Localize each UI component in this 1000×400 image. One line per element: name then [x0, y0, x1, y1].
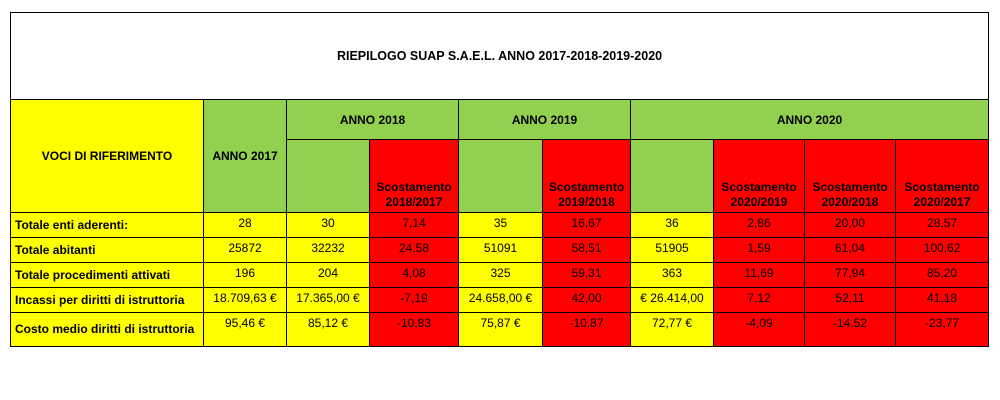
cell-scost-2020-2017: 28,57 [894, 212, 990, 238]
cell-scost-2020-2017: 85,20 [894, 262, 990, 288]
header-scostamento-2019-2018: Scostamento 2019/2018 [542, 139, 631, 213]
cell-2018: 204 [286, 262, 370, 288]
header-voci: VOCI DI RIFERIMENTO [10, 99, 204, 213]
cell-2017: 28 [203, 212, 287, 238]
cell-2018: 32232 [286, 237, 370, 263]
cell-scost-2020-2018: 77,94 [804, 262, 896, 288]
table-row: Incassi per diritti di istruttoria 18.70… [10, 287, 990, 313]
table-row: Costo medio diritti di istruttoria 95,46… [10, 312, 990, 347]
row-label: Incassi per diritti di istruttoria [10, 287, 204, 313]
cell-scost-2020-2017: 100,62 [894, 237, 990, 263]
table-row: Totale abitanti 25872 32232 24,58 51091 … [10, 237, 990, 263]
header-2020-value-empty [630, 139, 714, 213]
header-anno-2019: ANNO 2019 [458, 99, 631, 140]
cell-scost-2019-2018: 42,00 [542, 287, 631, 313]
header-scostamento-2020-2018: Scostamento 2020/2018 [804, 139, 896, 213]
row-label: Totale procedimenti attivati [10, 262, 204, 288]
table-title: RIEPILOGO SUAP S.A.E.L. ANNO 2017-2018-2… [9, 12, 990, 100]
row-label: Costo medio diritti di istruttoria [10, 312, 204, 347]
header-2019-value-empty [458, 139, 543, 213]
cell-scost-2018-2017: 7,14 [369, 212, 459, 238]
cell-scost-2018-2017: -7,19 [369, 287, 459, 313]
table-row: Totale enti aderenti: 28 30 7,14 35 16,6… [10, 212, 990, 238]
summary-table: RIEPILOGO SUAP S.A.E.L. ANNO 2017-2018-2… [9, 12, 990, 347]
cell-scost-2020-2018: 61,04 [804, 237, 896, 263]
cell-scost-2019-2018: 58,51 [542, 237, 631, 263]
cell-2020: 51905 [630, 237, 714, 263]
cell-2019: 75,87 € [458, 312, 543, 347]
cell-scost-2018-2017: 24,58 [369, 237, 459, 263]
table-row: Totale procedimenti attivati 196 204 4,0… [10, 262, 990, 288]
cell-2019: 24.658,00 € [458, 287, 543, 313]
header-anno-2018: ANNO 2018 [286, 99, 459, 140]
cell-2018: 17.365,00 € [286, 287, 370, 313]
cell-2017: 95,46 € [203, 312, 287, 347]
cell-scost-2018-2017: 4,08 [369, 262, 459, 288]
cell-scost-2020-2018: 20,00 [804, 212, 896, 238]
cell-scost-2020-2019: 11,69 [713, 262, 805, 288]
header-scostamento-2020-2017: Scostamento 2020/2017 [894, 139, 990, 213]
cell-scost-2020-2019: 7,12 [713, 287, 805, 313]
cell-scost-2018-2017: -10,83 [369, 312, 459, 347]
cell-2017: 18.709,63 € [203, 287, 287, 313]
cell-scost-2020-2019: -4,09 [713, 312, 805, 347]
cell-2020: 363 [630, 262, 714, 288]
header-anno-2017: ANNO 2017 [203, 99, 287, 213]
cell-scost-2019-2018: -10,87 [542, 312, 631, 347]
header-anno-2020: ANNO 2020 [629, 99, 990, 140]
cell-scost-2019-2018: 59,31 [542, 262, 631, 288]
cell-scost-2020-2017: -23,77 [894, 312, 990, 347]
cell-2020: 36 [630, 212, 714, 238]
row-label: Totale enti aderenti: [10, 212, 204, 238]
cell-scost-2020-2019: 1,59 [713, 237, 805, 263]
cell-2017: 25872 [203, 237, 287, 263]
cell-2019: 35 [458, 212, 543, 238]
cell-2018: 85,12 € [286, 312, 370, 347]
header-2018-value-empty [286, 139, 370, 213]
header-scostamento-2018-2017: Scostamento 2018/2017 [369, 139, 459, 213]
cell-2019: 325 [458, 262, 543, 288]
summary-table-wrapper: RIEPILOGO SUAP S.A.E.L. ANNO 2017-2018-2… [9, 12, 990, 347]
cell-2020: € 26.414,00 [630, 287, 714, 313]
cell-scost-2020-2019: 2,86 [713, 212, 805, 238]
header-scostamento-2020-2019: Scostamento 2020/2019 [713, 139, 805, 213]
cell-scost-2020-2018: 52,11 [804, 287, 896, 313]
cell-scost-2020-2018: -14,52 [804, 312, 896, 347]
cell-scost-2020-2017: 41,18 [894, 287, 990, 313]
cell-2019: 51091 [458, 237, 543, 263]
cell-2017: 196 [203, 262, 287, 288]
cell-scost-2019-2018: 16,67 [542, 212, 631, 238]
cell-2020: 72,77 € [630, 312, 714, 347]
row-label: Totale abitanti [10, 237, 204, 263]
cell-2018: 30 [286, 212, 370, 238]
